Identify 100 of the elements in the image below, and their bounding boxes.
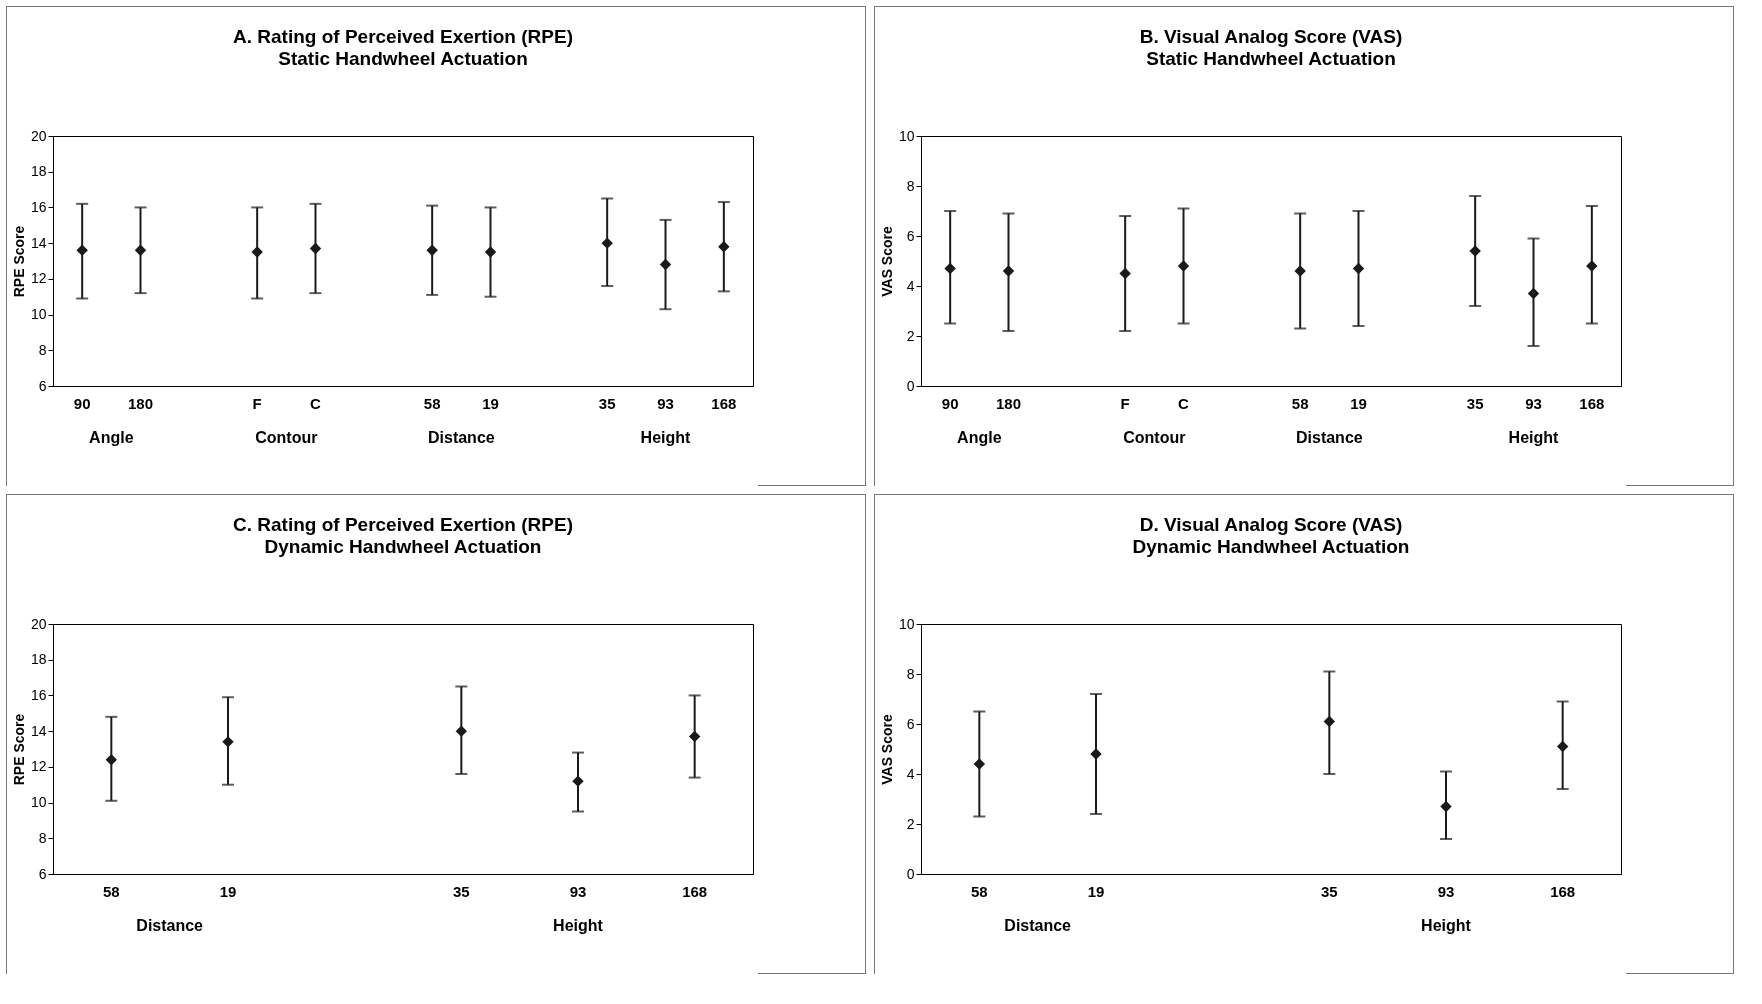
y-tick-label: 10 [30, 794, 47, 811]
y-axis-title: VAS Score [878, 714, 895, 785]
y-axis-title: RPE Score [10, 713, 27, 786]
y-tick-label: 20 [30, 127, 47, 144]
text: Angle [89, 429, 134, 446]
point [1527, 287, 1540, 300]
point [134, 244, 147, 256]
chart-subtitle: Static Handwheel Actuation [1146, 48, 1396, 69]
point [944, 262, 956, 275]
point [1119, 267, 1131, 280]
x-tick-label: 168 [711, 394, 737, 412]
y-tick-label: 4 [906, 277, 915, 294]
y-tick-label: 10 [898, 615, 915, 632]
point [1177, 260, 1190, 272]
y-tick-label: 2 [906, 815, 915, 832]
x-tick-label: 90 [73, 394, 91, 412]
point [484, 246, 497, 258]
text: Contour [1123, 429, 1186, 446]
y-tick-label: 2 [906, 327, 915, 344]
point [973, 758, 986, 770]
y-tick-label: 10 [898, 127, 915, 144]
text: Distance [1004, 917, 1072, 934]
y-tick-label: 14 [30, 722, 47, 739]
text: Angle [957, 429, 1002, 446]
y-tick-label: 6 [906, 715, 915, 732]
x-tick-label: 168 [682, 882, 708, 900]
y-tick-label: 18 [30, 651, 47, 668]
point [1294, 265, 1306, 277]
y-tick-label: 0 [906, 865, 915, 882]
point [1556, 740, 1569, 753]
y-tick-label: 8 [906, 665, 915, 682]
point [1090, 748, 1102, 760]
y-axis-title: VAS Score [878, 226, 895, 297]
x-tick-label: 58 [423, 394, 441, 412]
y-tick-label: 14 [30, 234, 47, 251]
y-tick-label: 16 [30, 686, 47, 703]
chart-title: B. Visual Analog Score (VAS) [1139, 26, 1403, 47]
y-tick-label: 10 [30, 306, 47, 323]
text: Height [553, 917, 604, 934]
y-tick-label: 12 [30, 758, 47, 775]
x-tick-label: 19 [1087, 882, 1105, 900]
y-tick-label: 8 [906, 177, 915, 194]
point [718, 241, 730, 253]
point [601, 237, 613, 249]
x-tick-label: 19 [1350, 394, 1367, 412]
text: Distance [1295, 429, 1363, 446]
point [426, 244, 438, 256]
y-tick-label: 4 [906, 765, 915, 782]
x-tick-label: 180 [995, 394, 1022, 412]
y-tick-label: 18 [30, 163, 47, 180]
point [659, 258, 672, 271]
point [1440, 800, 1452, 813]
point [105, 754, 118, 766]
text: Contour [255, 429, 318, 446]
x-tick-label: 180 [127, 394, 154, 412]
x-tick-label: 93 [657, 394, 674, 412]
x-tick-label: 168 [1550, 882, 1576, 900]
y-tick-label: 8 [38, 341, 47, 358]
x-tick-label: 35 [1320, 882, 1338, 900]
x-tick-label: 35 [598, 394, 616, 412]
point [1323, 715, 1336, 728]
x-tick-label: 93 [1437, 882, 1455, 900]
x-tick-label: 35 [452, 882, 470, 900]
x-tick-label: 90 [941, 394, 959, 412]
text: Distance [427, 429, 495, 446]
chart-subtitle: Static Handwheel Actuation [278, 48, 528, 69]
chart-subtitle: Dynamic Handwheel Actuation [1132, 536, 1410, 557]
text: Height [1508, 429, 1560, 446]
text: Height [640, 429, 692, 446]
x-tick-label: C [1178, 394, 1190, 412]
point [1469, 245, 1481, 257]
y-tick-label: 0 [906, 377, 915, 394]
y-tick-label: 8 [38, 829, 47, 846]
chart-subtitle: Dynamic Handwheel Actuation [264, 536, 542, 557]
x-tick-label: 58 [1291, 394, 1309, 412]
point [309, 242, 322, 255]
x-tick-label: 168 [1579, 394, 1605, 412]
y-tick-label: 12 [30, 270, 47, 287]
x-tick-label: 93 [569, 882, 587, 900]
point [76, 244, 88, 256]
x-tick-label: 93 [1525, 394, 1542, 412]
point [222, 736, 234, 748]
point [1352, 262, 1365, 275]
x-tick-label: 58 [970, 882, 988, 900]
x-tick-label: F [1120, 394, 1130, 412]
y-tick-label: 6 [38, 865, 47, 882]
chart-title: C. Rating of Perceived Exertion (RPE) [233, 514, 573, 535]
point [1002, 265, 1015, 277]
point [455, 725, 468, 737]
point [251, 246, 263, 258]
chart-title: A. Rating of Perceived Exertion (RPE) [233, 26, 573, 47]
chart-title: D. Visual Analog Score (VAS) [1139, 514, 1403, 535]
x-tick-label: 19 [482, 394, 499, 412]
x-tick-label: 35 [1466, 394, 1484, 412]
point [572, 775, 584, 787]
text: Height [1421, 917, 1472, 934]
point [688, 730, 701, 743]
x-tick-label: F [252, 394, 262, 412]
x-tick-label: C [310, 394, 322, 412]
y-tick-label: 20 [30, 615, 47, 632]
